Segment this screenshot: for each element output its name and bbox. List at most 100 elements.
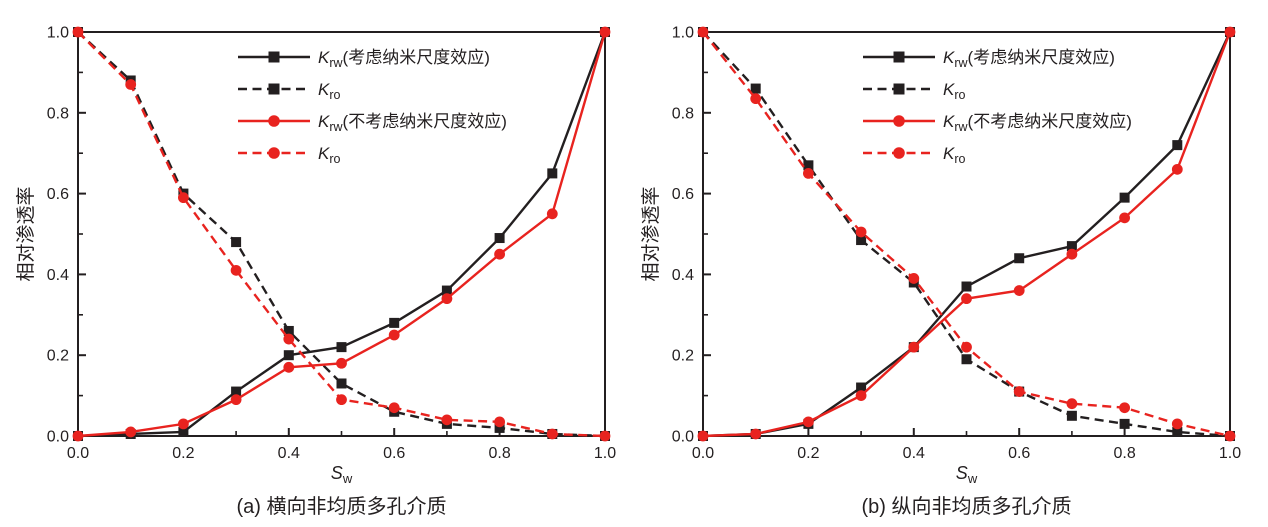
panel-b-y-tick-label: 0.2 (672, 348, 694, 365)
panel-b-series-kro-classic-marker (803, 168, 814, 179)
panel-a-series-krw-classic-line (77, 31, 607, 438)
panel-b-series-krw-nano-marker (1014, 253, 1025, 264)
legend-label-suffix: (不考虑纳米尺度效应) (343, 112, 507, 131)
legend-marker-circle (268, 115, 280, 127)
legend-label-subscript: ro (954, 152, 965, 166)
panel-b-series-krw-classic-marker (855, 390, 867, 401)
panel-a-series-kro-nano-line (77, 31, 606, 438)
panel-a-y-axis-title: 相对渗透率 (15, 186, 37, 281)
legend-item-kro-nano: Kro (238, 80, 341, 102)
panel-b-series-krw-classic-marker (750, 428, 762, 440)
panel-a-series-kro-classic-marker (230, 264, 242, 276)
legend-label-main: K (943, 144, 955, 163)
panel-b-y-tick-label: 0.4 (672, 267, 694, 284)
panel-b-series-kro-classic-marker (750, 93, 762, 105)
panel-a-caption: (a) 横向非均质多孔介质 (237, 495, 447, 518)
panel-a-y-tick-label: 0.0 (47, 429, 69, 446)
panel-a-series-krw-classic-marker (230, 394, 242, 406)
legend-label-main: K (318, 80, 330, 99)
panel-a-series-krw-classic-marker (599, 26, 611, 38)
panel-a-series-krw-classic-marker (125, 426, 137, 438)
panel-a-y-tick-label: 0.8 (47, 105, 69, 122)
legend-label-subscript: rw (329, 120, 343, 134)
legend-label-subscript: rw (954, 120, 968, 134)
panel-a-y-tick-label: 0.4 (47, 267, 69, 284)
legend-marker-square (268, 51, 280, 63)
legend-label-suffix: (不考虑纳米尺度效应) (968, 112, 1132, 131)
panel-b-series-krw-classic-marker (961, 293, 972, 305)
panel-b-series-krw-classic-marker (1066, 248, 1078, 260)
panel-a-y-tick-label: 1.0 (47, 25, 69, 42)
legend-item-kro-nano: Kro (863, 80, 966, 102)
panel-b-y-tick-label: 0.6 (672, 186, 694, 203)
panel-a-series-kro-classic-marker (125, 79, 137, 90)
panel-b-series-krw-classic-marker (697, 430, 709, 442)
legend-item-krw-classic: Krw(不考虑纳米尺度效应) (863, 112, 1132, 134)
panel-b-caption: (b) 纵向非均质多孔介质 (862, 495, 1072, 518)
panel-b-series-kro-nano-marker (856, 235, 867, 246)
panel-b-series-kro-classic-line (702, 31, 1231, 438)
panel-b-series-krw-nano-marker (961, 281, 972, 292)
legend-marker-square (893, 51, 905, 63)
panel-a-series-krw-nano-marker (547, 168, 558, 179)
legend-label-main: K (943, 112, 955, 131)
panel-b-series-krw-classic-line (702, 31, 1232, 438)
panel-a-series-kro-nano-marker (283, 325, 294, 336)
x-axis-title-main: S (331, 463, 343, 483)
panel-b-series-krw-classic-marker (1224, 26, 1236, 38)
panel-b: 0.0 0.2 0.4 0.6 0.8 1.0 0.0 0.2 0.4 0.6 0.8 1.0 相对渗透… (640, 25, 1241, 519)
panel-a-series-krw-classic-marker (546, 208, 558, 220)
legend-label-main: K (943, 48, 955, 67)
panel-b-series-krw-nano-marker (856, 382, 867, 393)
legend-label: Krw(不考虑纳米尺度效应) (943, 112, 1132, 134)
panel-a-series-krw-classic-marker (494, 248, 505, 260)
panel-b-series-krw-classic-marker (803, 416, 814, 428)
legend-label-subscript: ro (329, 88, 340, 102)
legend-label-subscript: rw (329, 56, 343, 70)
panel-a: 0.0 0.2 0.4 0.6 0.8 1.0 0.0 0.2 0.4 0.6 0.8 1.0 相对渗透… (15, 25, 616, 519)
panel-b-series-krw-classic-marker (1013, 285, 1025, 296)
panel-a-series-kro-classic-marker (546, 428, 558, 440)
panel-b-x-axis-title: Sw (956, 463, 978, 486)
panel-b-series-kro-nano-marker (1066, 410, 1077, 421)
panel-a-series-kro-classic-marker (72, 26, 84, 38)
legend-label-suffix: (考虑纳米尺度效应) (343, 48, 490, 67)
panel-a-series-kro-classic-marker (494, 416, 505, 428)
panel-a-series-kro-classic-marker (336, 394, 347, 406)
panel-a-series-krw-classic-marker (178, 418, 189, 430)
legend-marker-circle (893, 115, 905, 127)
panel-a-series-krw-nano-marker (336, 342, 347, 353)
legend-label: Krw(考虑纳米尺度效应) (943, 48, 1115, 70)
panel-b-series-kro-classic-marker (1066, 398, 1078, 410)
panel-b-series-kro-nano-marker (961, 354, 972, 365)
panel-b-x-tick-label: 0.0 (692, 445, 714, 462)
panel-b-series-kro-classic-marker (1171, 418, 1183, 430)
panel-b-series-kro-classic-marker (697, 26, 709, 38)
panel-a-x-tick-label: 1.0 (594, 445, 616, 462)
panel-b-x-tick-label: 0.4 (903, 445, 925, 462)
panel-a-series-krw-nano-marker (389, 317, 400, 328)
legend-item-krw-nano: Krw(考虑纳米尺度效应) (238, 48, 490, 70)
panel-b-series-kro-classic-marker (855, 226, 867, 238)
legend-item-krw-nano: Krw(考虑纳米尺度效应) (863, 48, 1115, 70)
legend-marker-circle (268, 147, 280, 159)
panel-a-series-kro-nano-marker (494, 422, 505, 433)
panel-a-series-krw-classic-marker (388, 329, 400, 341)
panel-a-series-kro-classic-marker (599, 430, 611, 442)
panel-b-series-krw-nano-marker (1119, 192, 1130, 203)
panel-b-series-krw-nano-marker (1172, 140, 1183, 151)
legend-label-main: K (318, 112, 330, 131)
legend-label-main: K (318, 144, 330, 163)
legend-label-suffix: (考虑纳米尺度效应) (968, 48, 1115, 67)
legend-label-subscript: rw (954, 56, 968, 70)
panel-a-series-krw-classic-marker (336, 357, 347, 369)
panel-a-series-krw-nano-marker (494, 233, 505, 244)
panel-b-series-krw-classic-marker (1171, 163, 1183, 175)
legend-label: Kro (318, 80, 341, 102)
legend-item-kro-classic: Kro (863, 144, 966, 166)
panel-b-x-tick-label: 0.2 (797, 445, 819, 462)
